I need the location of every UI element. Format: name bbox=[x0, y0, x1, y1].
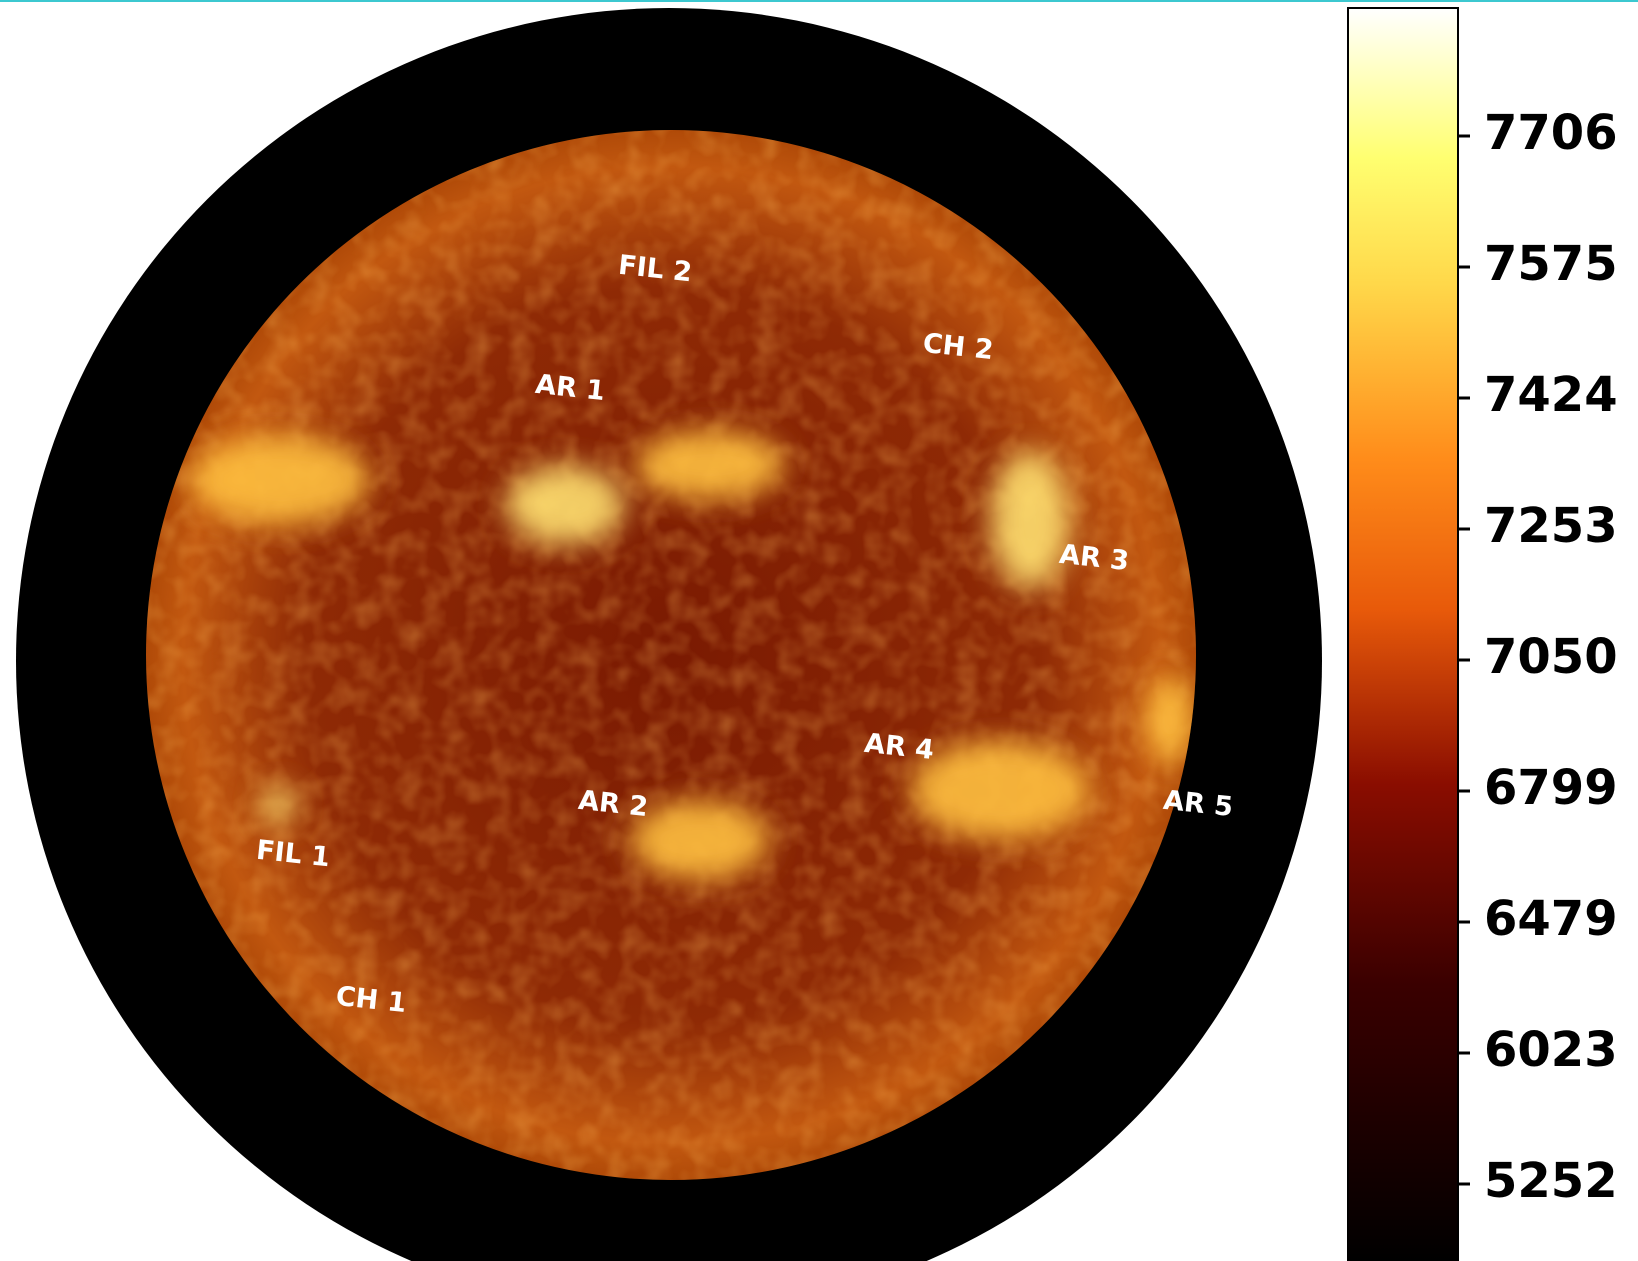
colorbar bbox=[1348, 8, 1458, 1261]
page: FIL 2CH 2AR 1AR 3AR 4AR 2AR 5FIL 1CH 1 7… bbox=[0, 0, 1638, 1261]
colorbar-tick-label: 5252 bbox=[1484, 1153, 1618, 1209]
colorbar-tick-label: 7050 bbox=[1484, 629, 1618, 685]
colorbar-tick-label: 7706 bbox=[1484, 105, 1618, 161]
colorbar-tick-label: 6023 bbox=[1484, 1022, 1618, 1078]
colorbar-tick-label: 7424 bbox=[1484, 367, 1618, 423]
colorbar-tick-label: 6799 bbox=[1484, 760, 1618, 816]
colorbar-ticks: 7706 7575 7424 7253 7050 6799 6479 6023 5252 bbox=[1458, 105, 1618, 1209]
colorbar-tick-label: 6479 bbox=[1484, 891, 1618, 947]
colorbar-tick-label: 7575 bbox=[1484, 236, 1618, 292]
solar-figure: FIL 2CH 2AR 1AR 3AR 4AR 2AR 5FIL 1CH 1 7… bbox=[0, 0, 1638, 1261]
colorbar-tick-label: 7253 bbox=[1484, 498, 1618, 554]
